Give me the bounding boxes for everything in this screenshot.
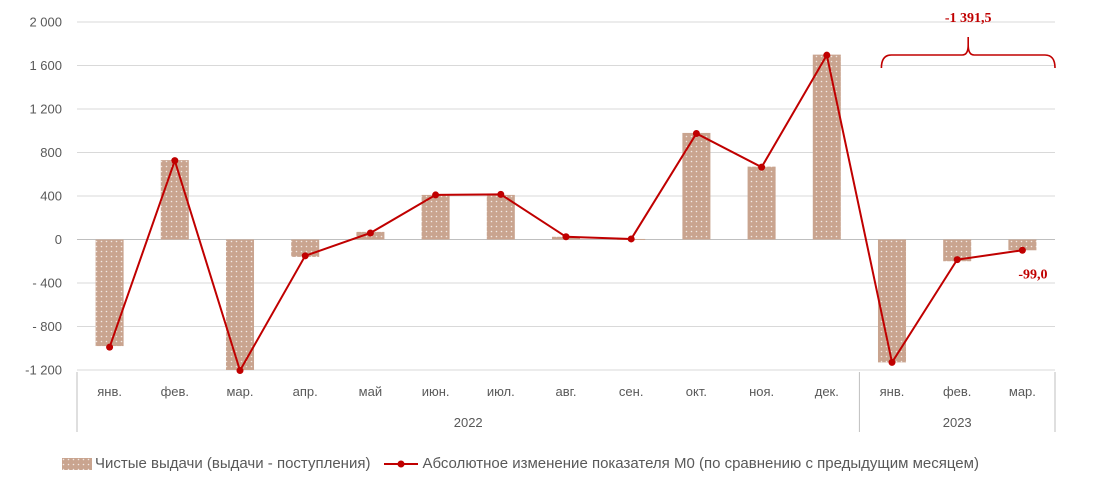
annotation-total: -1 391,5 — [945, 11, 992, 26]
line-point — [758, 163, 766, 171]
y-tick-label: 1 200 — [29, 102, 62, 117]
bar — [877, 239, 907, 363]
bar — [682, 132, 711, 240]
x-tick-label: апр. — [293, 384, 318, 399]
y-tick-label: -1 200 — [25, 363, 62, 378]
x-tick-label: мар. — [226, 384, 253, 399]
legend: Чистые выдачи (выдачи - поступления) Абс… — [62, 455, 979, 472]
line-point — [562, 233, 570, 241]
bar — [160, 160, 189, 240]
line-point — [1018, 246, 1026, 254]
y-tick-label: 1 600 — [29, 58, 62, 73]
bars — [95, 54, 1037, 370]
category-axis: янв. фев. мар. апр. май июн. июл. авг. сен. окт. н… — [76, 372, 1056, 432]
bar — [95, 239, 124, 347]
line-point — [823, 51, 831, 59]
line-point — [627, 235, 635, 243]
x-tick-label: дек. — [815, 384, 839, 399]
y-tick-label: - 800 — [32, 319, 62, 334]
y-axis-ticks: -1 200 - 800 - 400 0 400 800 1 200 1 600 2 000 — [25, 15, 62, 378]
bar — [812, 54, 841, 240]
x-tick-label: июн. — [422, 384, 450, 399]
bar — [421, 194, 450, 240]
y-tick-label: 400 — [40, 189, 62, 204]
line-point — [366, 229, 374, 237]
x-tick-label: фев. — [161, 384, 189, 399]
line-point — [236, 367, 244, 375]
chart: -1 200 - 800 - 400 0 400 800 1 200 1 600 2 000 я… — [25, 11, 1056, 432]
x-tick-label: июл. — [487, 384, 515, 399]
line-point — [301, 252, 309, 260]
x-tick-label: мар. — [1009, 384, 1036, 399]
y-tick-label: 0 — [55, 232, 62, 247]
x-tick-label: ноя. — [749, 384, 774, 399]
line-point — [497, 190, 505, 198]
bar — [1008, 239, 1037, 251]
y-tick-label: 2 000 — [29, 15, 62, 30]
x-tick-label: май — [359, 384, 382, 399]
x-tick-label: янв. — [880, 384, 905, 399]
bar — [225, 239, 255, 370]
line-point — [106, 343, 114, 351]
line-series — [106, 51, 1026, 375]
x-tick-label: окт. — [686, 384, 707, 399]
x-tick-label: фев. — [943, 384, 971, 399]
line-point — [432, 191, 440, 199]
y-tick-label: 800 — [40, 145, 62, 160]
x-tick-label: янв. — [97, 384, 122, 399]
bar — [486, 194, 515, 240]
y-tick-label: - 400 — [32, 276, 62, 291]
year-label: 2023 — [943, 415, 972, 430]
line-point — [888, 358, 896, 366]
x-tick-label: авг. — [556, 384, 577, 399]
bar — [943, 239, 972, 262]
bar — [747, 166, 776, 240]
annotation-last-value: -99,0 — [1018, 267, 1047, 282]
legend-line-label: Абсолютное изменение показателя М0 (по с… — [422, 455, 979, 472]
legend-bar-swatch — [62, 457, 92, 470]
year-label: 2022 — [454, 415, 483, 430]
x-tick-label: сен. — [619, 384, 644, 399]
legend-line-swatch — [384, 460, 419, 467]
annotation-brace — [880, 37, 1056, 69]
line-point — [171, 157, 179, 165]
line-point — [692, 129, 700, 137]
line-point — [953, 256, 961, 264]
legend-bar-label: Чистые выдачи (выдачи - поступления) — [95, 455, 371, 472]
annotations: -1 391,5 -99,0 — [880, 11, 1056, 282]
